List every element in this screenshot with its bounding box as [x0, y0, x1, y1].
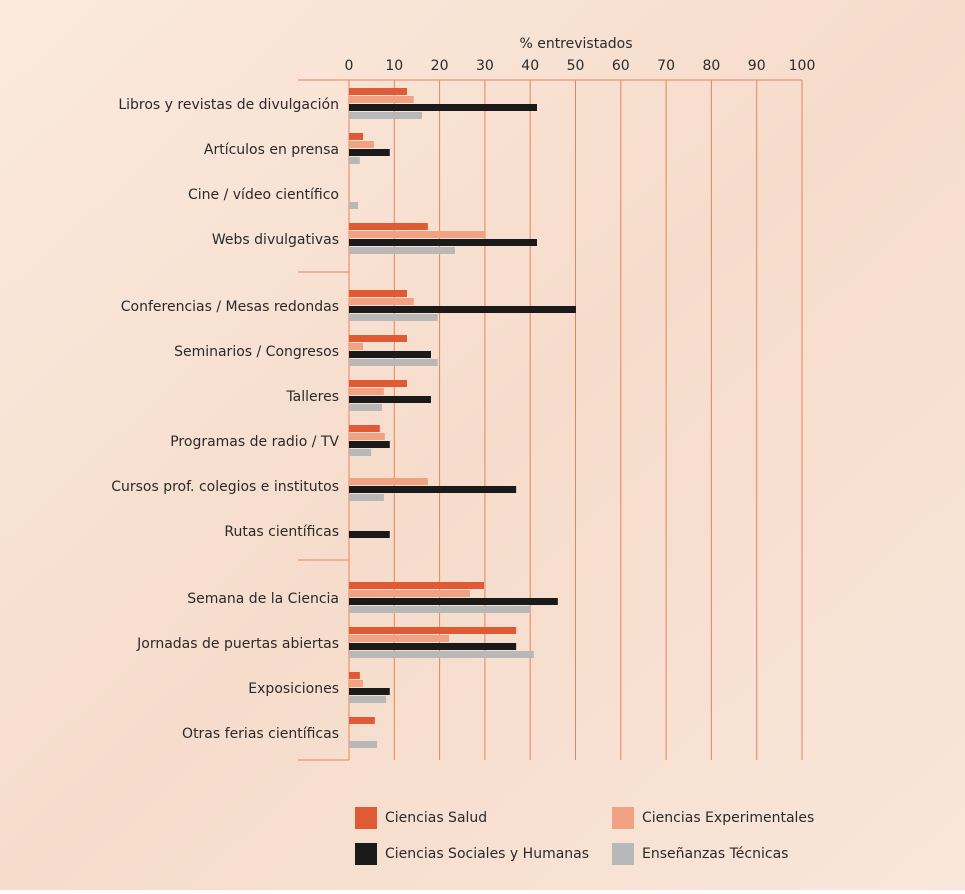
bar: [349, 590, 470, 597]
x-tick-label: 10: [385, 58, 403, 74]
bar: [349, 606, 531, 613]
y-tick-label: Talleres: [285, 389, 339, 405]
bar: [349, 433, 385, 440]
legend-swatch: [355, 843, 377, 865]
bar: [349, 741, 378, 748]
bar: [349, 306, 576, 313]
bar: [349, 396, 431, 403]
legend-label: Ciencias Salud: [385, 810, 487, 826]
y-tick-label: Seminarios / Congresos: [174, 344, 339, 360]
x-axis-label: % entrevistados: [519, 36, 632, 52]
bar: [349, 239, 537, 246]
bar: [349, 335, 407, 342]
bar: [349, 627, 517, 634]
y-tick-label: Programas de radio / TV: [170, 434, 339, 450]
x-tick-label: 0: [345, 58, 354, 74]
bar: [349, 231, 486, 238]
x-tick-label: 60: [612, 58, 630, 74]
x-tick-label: 20: [431, 58, 449, 74]
bar: [349, 717, 375, 724]
y-tick-label: Cine / vídeo científico: [188, 187, 339, 203]
bar: [349, 643, 517, 650]
bar: [349, 88, 407, 95]
bar: [349, 223, 428, 230]
bar: [349, 380, 407, 387]
bar: [349, 157, 360, 164]
bar: [349, 425, 380, 432]
legend-label: Enseñanzas Técnicas: [642, 846, 788, 862]
bar: [349, 104, 537, 111]
y-tick-label: Artículos en prensa: [204, 142, 339, 158]
bar: [349, 404, 383, 411]
x-tick-label: 50: [567, 58, 585, 74]
bar: [349, 290, 407, 297]
bar: [349, 598, 558, 605]
legend-swatch: [612, 843, 634, 865]
y-tick-label: Jornadas de puertas abiertas: [136, 636, 339, 652]
y-tick-label: Exposiciones: [248, 681, 339, 697]
x-tick-label: 30: [476, 58, 494, 74]
y-tick-label: Conferencias / Mesas redondas: [121, 299, 339, 315]
bar: [349, 359, 438, 366]
legend-swatch: [612, 807, 634, 829]
bar: [349, 635, 450, 642]
x-tick-label: 80: [702, 58, 720, 74]
bar: [349, 314, 438, 321]
bar: [349, 449, 372, 456]
bar: [349, 133, 364, 140]
legend-label: Ciencias Sociales y Humanas: [385, 846, 589, 862]
bar: [349, 688, 390, 695]
bar: [349, 388, 384, 395]
y-tick-label: Libros y revistas de divulgación: [118, 97, 339, 113]
bar: [349, 441, 390, 448]
bar: [349, 651, 534, 658]
bar: [349, 112, 422, 119]
legend-label: Ciencias Experimentales: [642, 810, 814, 826]
bar: [349, 531, 390, 538]
x-tick-label: 70: [657, 58, 675, 74]
bar: [349, 582, 484, 589]
y-tick-label: Semana de la Ciencia: [187, 591, 339, 607]
x-tick-label: 100: [789, 58, 816, 74]
y-tick-label: Webs divulgativas: [212, 232, 339, 248]
y-tick-label: Rutas científicas: [224, 524, 339, 540]
bar: [349, 351, 431, 358]
x-tick-label: 40: [521, 58, 539, 74]
bar: [349, 149, 390, 156]
legend-swatch: [355, 807, 377, 829]
bar: [349, 486, 517, 493]
y-tick-label: Cursos prof. colegios e institutos: [111, 479, 339, 495]
bar: [349, 343, 364, 350]
bar: [349, 141, 374, 148]
bar: [349, 298, 414, 305]
bar: [349, 696, 387, 703]
bar: [349, 494, 384, 501]
x-tick-label: 90: [748, 58, 766, 74]
bar: [349, 96, 414, 103]
y-tick-label: Otras ferias científicas: [182, 726, 339, 742]
bar: [349, 680, 364, 687]
bar: [349, 202, 359, 209]
bar: [349, 672, 360, 679]
bar: [349, 247, 456, 254]
bar: [349, 478, 428, 485]
